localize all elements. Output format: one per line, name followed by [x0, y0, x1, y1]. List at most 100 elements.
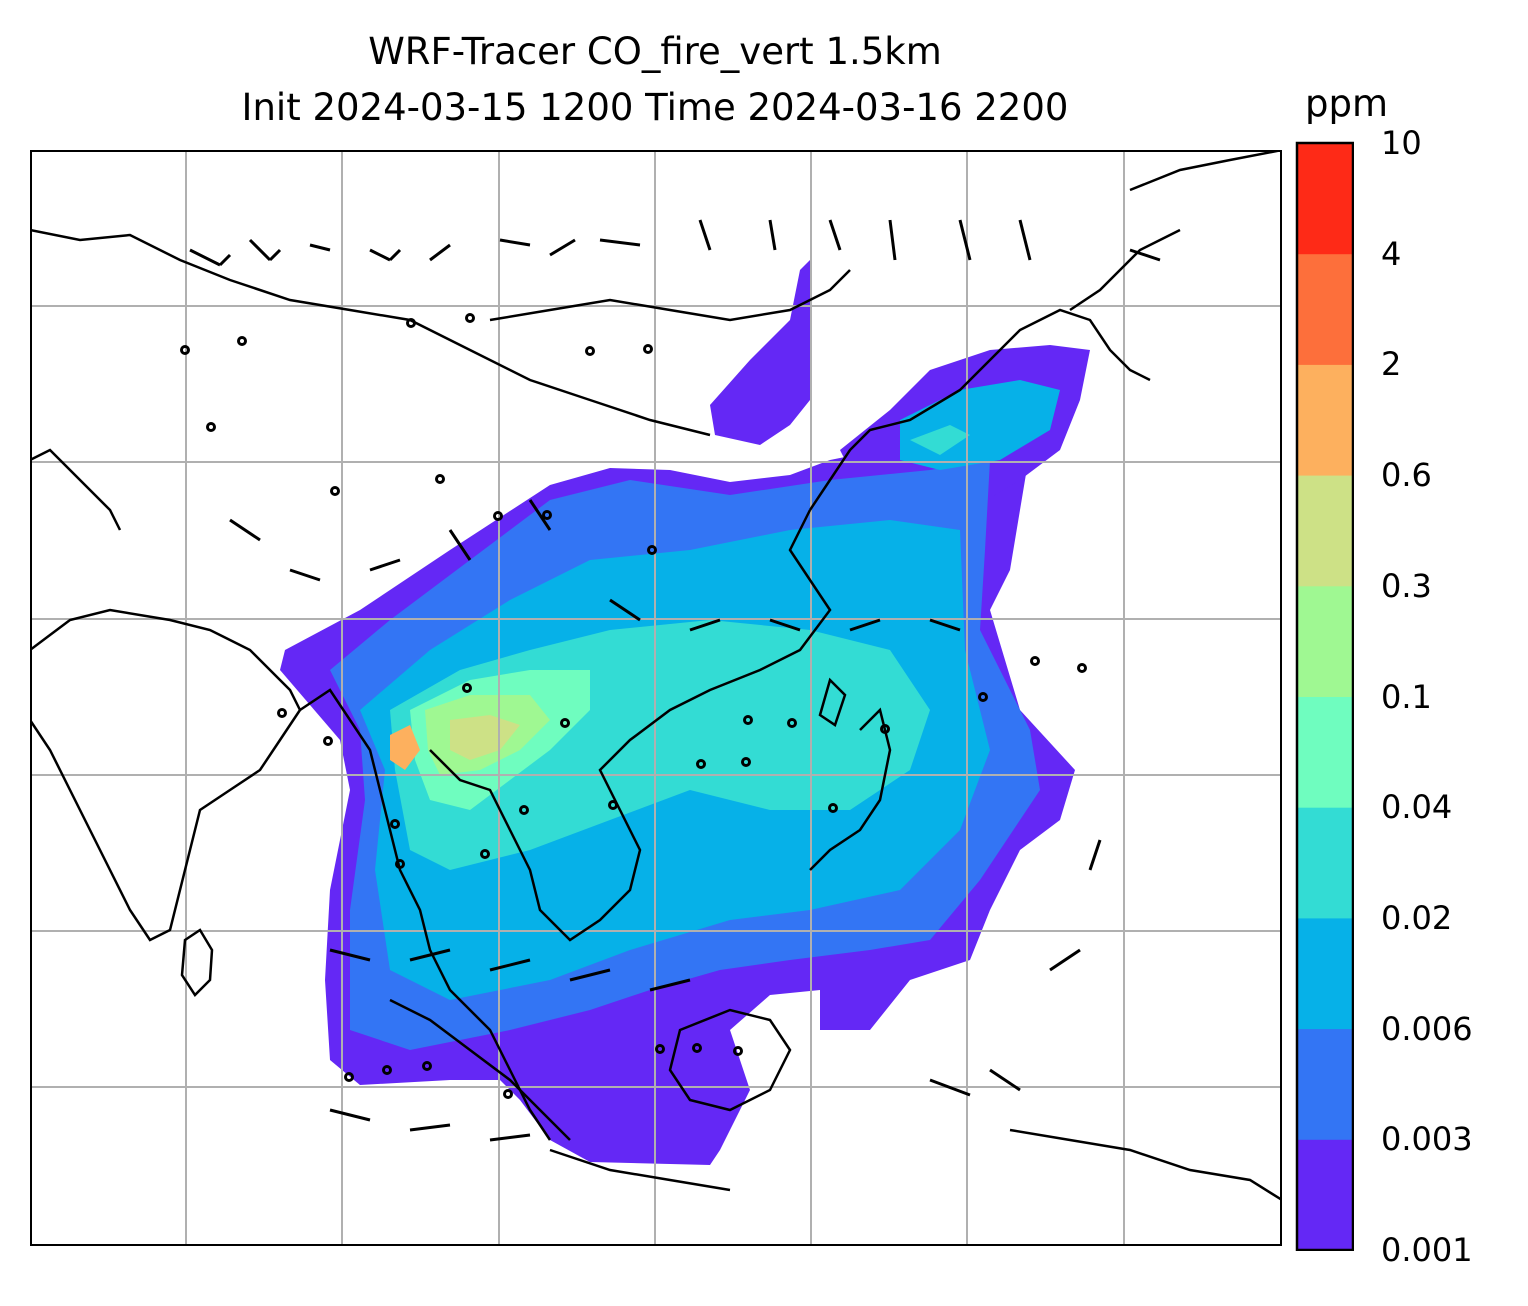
- wind-barb: [698, 219, 712, 251]
- wind-barb: [599, 238, 641, 247]
- calm-wind-circle: [435, 474, 445, 484]
- calm-wind-circle: [880, 724, 890, 734]
- colorbar-tick-label: 0.3: [1381, 566, 1432, 605]
- coast-bay-of-bengal: [299, 688, 552, 1141]
- coast-srilanka: [180, 928, 214, 997]
- coast-new-guinea: [1009, 1128, 1282, 1202]
- calm-wind-circle: [828, 803, 838, 813]
- calm-wind-circle: [277, 708, 287, 718]
- coast-philippines: [809, 707, 892, 871]
- calm-wind-circle: [237, 336, 247, 346]
- colorbar-tick-label: 0.02: [1381, 898, 1453, 937]
- colorbar-segment: [1297, 917, 1353, 1030]
- calm-wind-circle: [692, 1043, 702, 1053]
- wind-barb: [768, 219, 777, 251]
- wind-barb: [888, 219, 897, 261]
- calm-wind-circle: [787, 718, 797, 728]
- coast-japan: [1129, 150, 1282, 192]
- calm-wind-circle: [978, 692, 988, 702]
- colorbar-tick-label: 0.003: [1381, 1120, 1473, 1159]
- tracer-band-6: [390, 725, 420, 770]
- colorbar-segment: [1297, 475, 1353, 587]
- gridlines: [30, 150, 1282, 1246]
- calm-wind-circle: [465, 313, 475, 323]
- border-west: [30, 448, 122, 531]
- colorbar-frame: [1295, 141, 1354, 1251]
- wind-barb: [929, 618, 961, 632]
- wind-barb: [409, 948, 451, 962]
- calm-wind-circle: [696, 759, 706, 769]
- colorbar-segment: [1297, 807, 1353, 919]
- colorbar-tick-label: 0.6: [1381, 456, 1432, 495]
- map-panel: [30, 150, 1282, 1246]
- wind-barb: [649, 978, 691, 992]
- coast-java: [549, 1148, 731, 1192]
- calm-wind-circle: [542, 510, 552, 520]
- wind-barb: [929, 1078, 971, 1097]
- wind-barb: [549, 238, 576, 257]
- calm-wind-circle: [585, 346, 595, 356]
- wind-barb: [989, 1068, 1021, 1092]
- calm-wind-circle: [741, 757, 751, 767]
- calm-wind-circle: [1030, 656, 1040, 666]
- calm-wind-circle: [493, 511, 503, 521]
- colorbar-segment: [1297, 585, 1353, 697]
- colorbar-tick-label: 0.001: [1381, 1231, 1473, 1269]
- colorbar-segment: [1297, 364, 1353, 476]
- tracer-band-3: [450, 715, 520, 760]
- wind-barb: [769, 618, 801, 632]
- wind-barb: [489, 958, 531, 972]
- wind-barb: [1088, 839, 1102, 871]
- coastlines: [30, 150, 1282, 1202]
- coast-india: [30, 608, 302, 942]
- calm-wind-circle: [422, 1061, 432, 1071]
- calm-wind-circle: [382, 1065, 392, 1075]
- calm-wind-circle: [733, 1046, 743, 1056]
- calm-wind-circle: [344, 1072, 354, 1082]
- calm-wind-circle: [330, 486, 340, 496]
- wind-barb: [569, 968, 611, 982]
- wind-barb: [528, 499, 552, 531]
- wind-barb: [429, 243, 451, 262]
- calm-wind-circle: [519, 805, 529, 815]
- calm-wind-circle: [462, 683, 472, 693]
- colorbar-segment: [1297, 696, 1353, 808]
- wind-barb: [289, 568, 321, 582]
- calm-wind-circle: [395, 859, 405, 869]
- plot-title-line2: Init 2024-03-15 1200 Time 2024-03-16 220…: [241, 86, 1069, 129]
- wind-barb: [1129, 248, 1161, 262]
- wind-barb: [329, 1108, 371, 1122]
- wind-barb: [1049, 948, 1081, 972]
- colorbar-segment: [1297, 1028, 1353, 1140]
- colorbar-tick-label: 0.006: [1381, 1009, 1473, 1048]
- colorbar-tick-label: 0.04: [1381, 788, 1453, 827]
- calm-wind-circle: [608, 800, 618, 810]
- wind-barb: [369, 558, 401, 572]
- wind-barb: [229, 518, 261, 542]
- calm-wind-circle: [647, 545, 657, 555]
- wind-barb: [409, 1123, 451, 1132]
- wind-barb: [369, 248, 402, 262]
- calm-wind-circle: [323, 736, 333, 746]
- calm-wind-circle: [206, 422, 216, 432]
- calm-wind-circle: [655, 1044, 665, 1054]
- plot-title-line1: WRF-Tracer CO_fire_vert 1.5km: [368, 30, 942, 73]
- calm-wind-circle: [480, 849, 490, 859]
- wind-barb: [958, 219, 972, 261]
- wind-barb: [309, 243, 331, 252]
- wind-barb: [248, 238, 282, 262]
- wind-barb: [689, 618, 721, 632]
- colorbar-tick-label: 10: [1381, 124, 1422, 162]
- tracer-plume-north1: [710, 260, 810, 445]
- calm-wind-circle: [1077, 663, 1087, 673]
- wind-barb: [499, 238, 531, 247]
- calm-wind-circle: [560, 718, 570, 728]
- wind-barbs: [189, 219, 1161, 1142]
- wind-barb: [849, 618, 881, 632]
- wind-barb: [1018, 219, 1032, 261]
- coast-korea: [1069, 228, 1181, 312]
- colorbar-tick-label: 0.1: [1381, 677, 1432, 716]
- calm-wind-circle: [503, 1089, 513, 1099]
- border-mongolia: [489, 269, 851, 322]
- calm-wind-circle: [406, 318, 416, 328]
